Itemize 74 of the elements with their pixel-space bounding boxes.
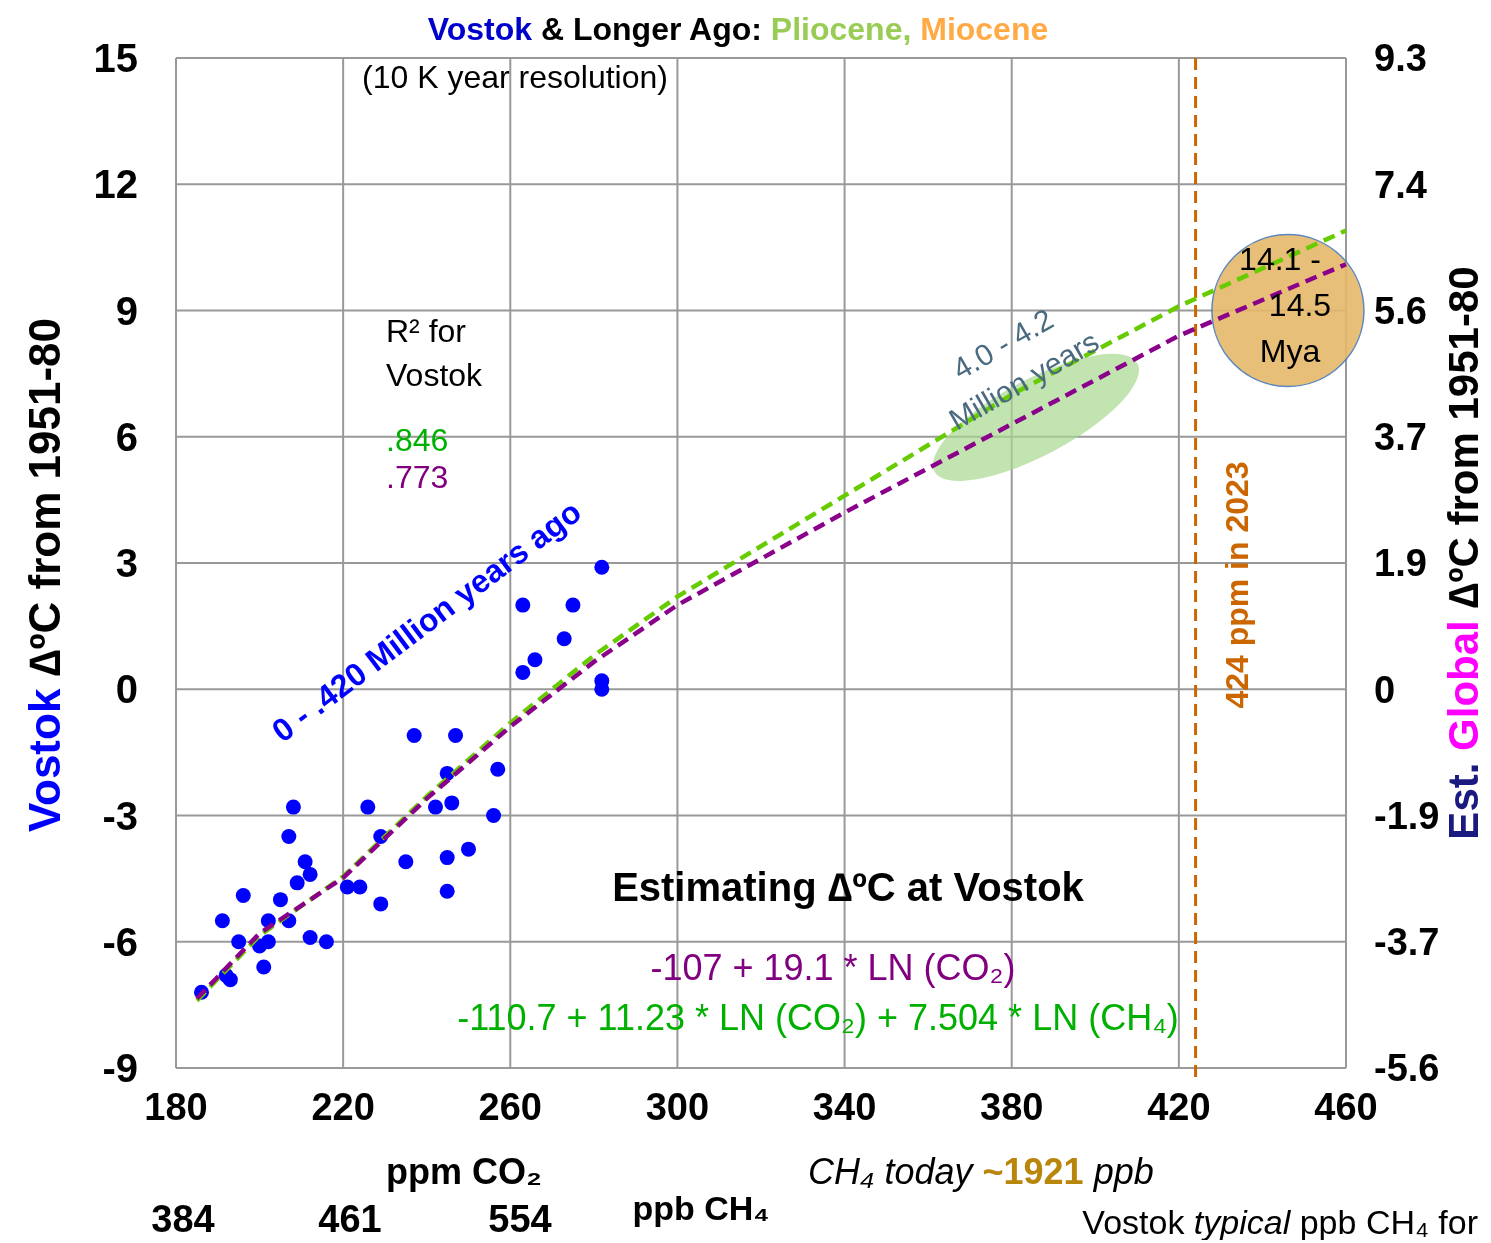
- y2-tick-label: -3.7: [1374, 921, 1440, 964]
- point: [235, 887, 251, 903]
- y2-tick-label: 9.3: [1374, 37, 1427, 80]
- x-axis-title: ppm CO₂: [386, 1151, 542, 1192]
- text: ppb CH₄: [632, 1189, 770, 1227]
- annotation: -107 + 19.1 * LN (CO₂): [650, 947, 1016, 988]
- y2-tick-label: 5.6: [1374, 289, 1427, 332]
- point: [352, 879, 368, 895]
- text: 384: [151, 1198, 215, 1240]
- point: [318, 934, 334, 950]
- point: [398, 854, 414, 870]
- x-tick-label: 380: [980, 1086, 1044, 1128]
- text: 461: [318, 1198, 382, 1240]
- point: [444, 795, 460, 811]
- point: [515, 664, 531, 680]
- y2-axis-title: Est. Global ∆ºC from 1951-80: [1440, 266, 1487, 840]
- y2-tick-label: 0: [1374, 668, 1396, 711]
- point: [256, 959, 272, 975]
- annotation: .773: [386, 459, 449, 495]
- point: [594, 559, 610, 575]
- point: [565, 597, 581, 613]
- point: [272, 892, 288, 908]
- y-tick-label: -3: [102, 793, 138, 838]
- point: [427, 799, 443, 815]
- y-tick-label: -6: [102, 919, 138, 964]
- x-tick-label: 420: [1147, 1086, 1211, 1128]
- point: [406, 728, 422, 744]
- y-tick-label: -9: [102, 1046, 138, 1090]
- point: [281, 829, 297, 845]
- x-tick-label: 300: [645, 1086, 710, 1128]
- text: CH₄ today ~1921 ppb: [808, 1151, 1154, 1192]
- y-tick-label: 3: [115, 541, 138, 585]
- point: [231, 934, 247, 950]
- y-tick-label: 9: [115, 288, 138, 333]
- y-tick-label: 12: [93, 162, 138, 207]
- y-axis-title: Vostok ∆ºC from 1951-80: [20, 317, 69, 833]
- y2-tick-label: 1.9: [1374, 542, 1427, 585]
- point: [302, 866, 318, 882]
- annotation: R² for Vostok: [386, 313, 484, 393]
- chart-subtitle: (10 K year resolution): [362, 59, 668, 95]
- point: [360, 799, 376, 815]
- annotation: Estimating ∆ºC at Vostok: [612, 865, 1085, 909]
- point: [373, 896, 389, 912]
- chart-title: Vostok & Longer Ago: Pliocene, Miocene: [427, 11, 1049, 47]
- x-tick-label: 180: [144, 1086, 208, 1128]
- point: [285, 799, 301, 815]
- ref-line-label: 424 ppm in 2023: [1218, 461, 1255, 709]
- point: [439, 883, 455, 899]
- point: [527, 652, 543, 668]
- x-tick-label: 260: [478, 1086, 542, 1128]
- point: [222, 972, 238, 988]
- y2-tick-label: 3.7: [1374, 416, 1427, 459]
- annotation: -110.7 + 11.23 * LN (CO₂) + 7.504 * LN (CH₄): [457, 997, 1179, 1038]
- point: [461, 841, 476, 857]
- x-tick-label: 340: [812, 1086, 877, 1128]
- point: [448, 728, 464, 744]
- y-tick-label: 15: [93, 36, 138, 80]
- point: [490, 761, 506, 777]
- point: [302, 930, 318, 946]
- y-tick-label: 0: [115, 667, 138, 712]
- annotation: .846: [386, 422, 449, 458]
- point: [289, 875, 305, 891]
- point: [556, 631, 572, 647]
- y-tick-label: 6: [115, 414, 138, 459]
- y2-tick-label: 7.4: [1374, 163, 1427, 206]
- point: [439, 850, 455, 866]
- y2-tick-label: -1.9: [1374, 794, 1440, 837]
- text: 554: [488, 1198, 552, 1240]
- x-tick-label: 220: [311, 1086, 375, 1128]
- point: [260, 934, 276, 950]
- point: [214, 913, 230, 929]
- point: [486, 808, 502, 823]
- point: [339, 879, 355, 895]
- point: [297, 854, 313, 870]
